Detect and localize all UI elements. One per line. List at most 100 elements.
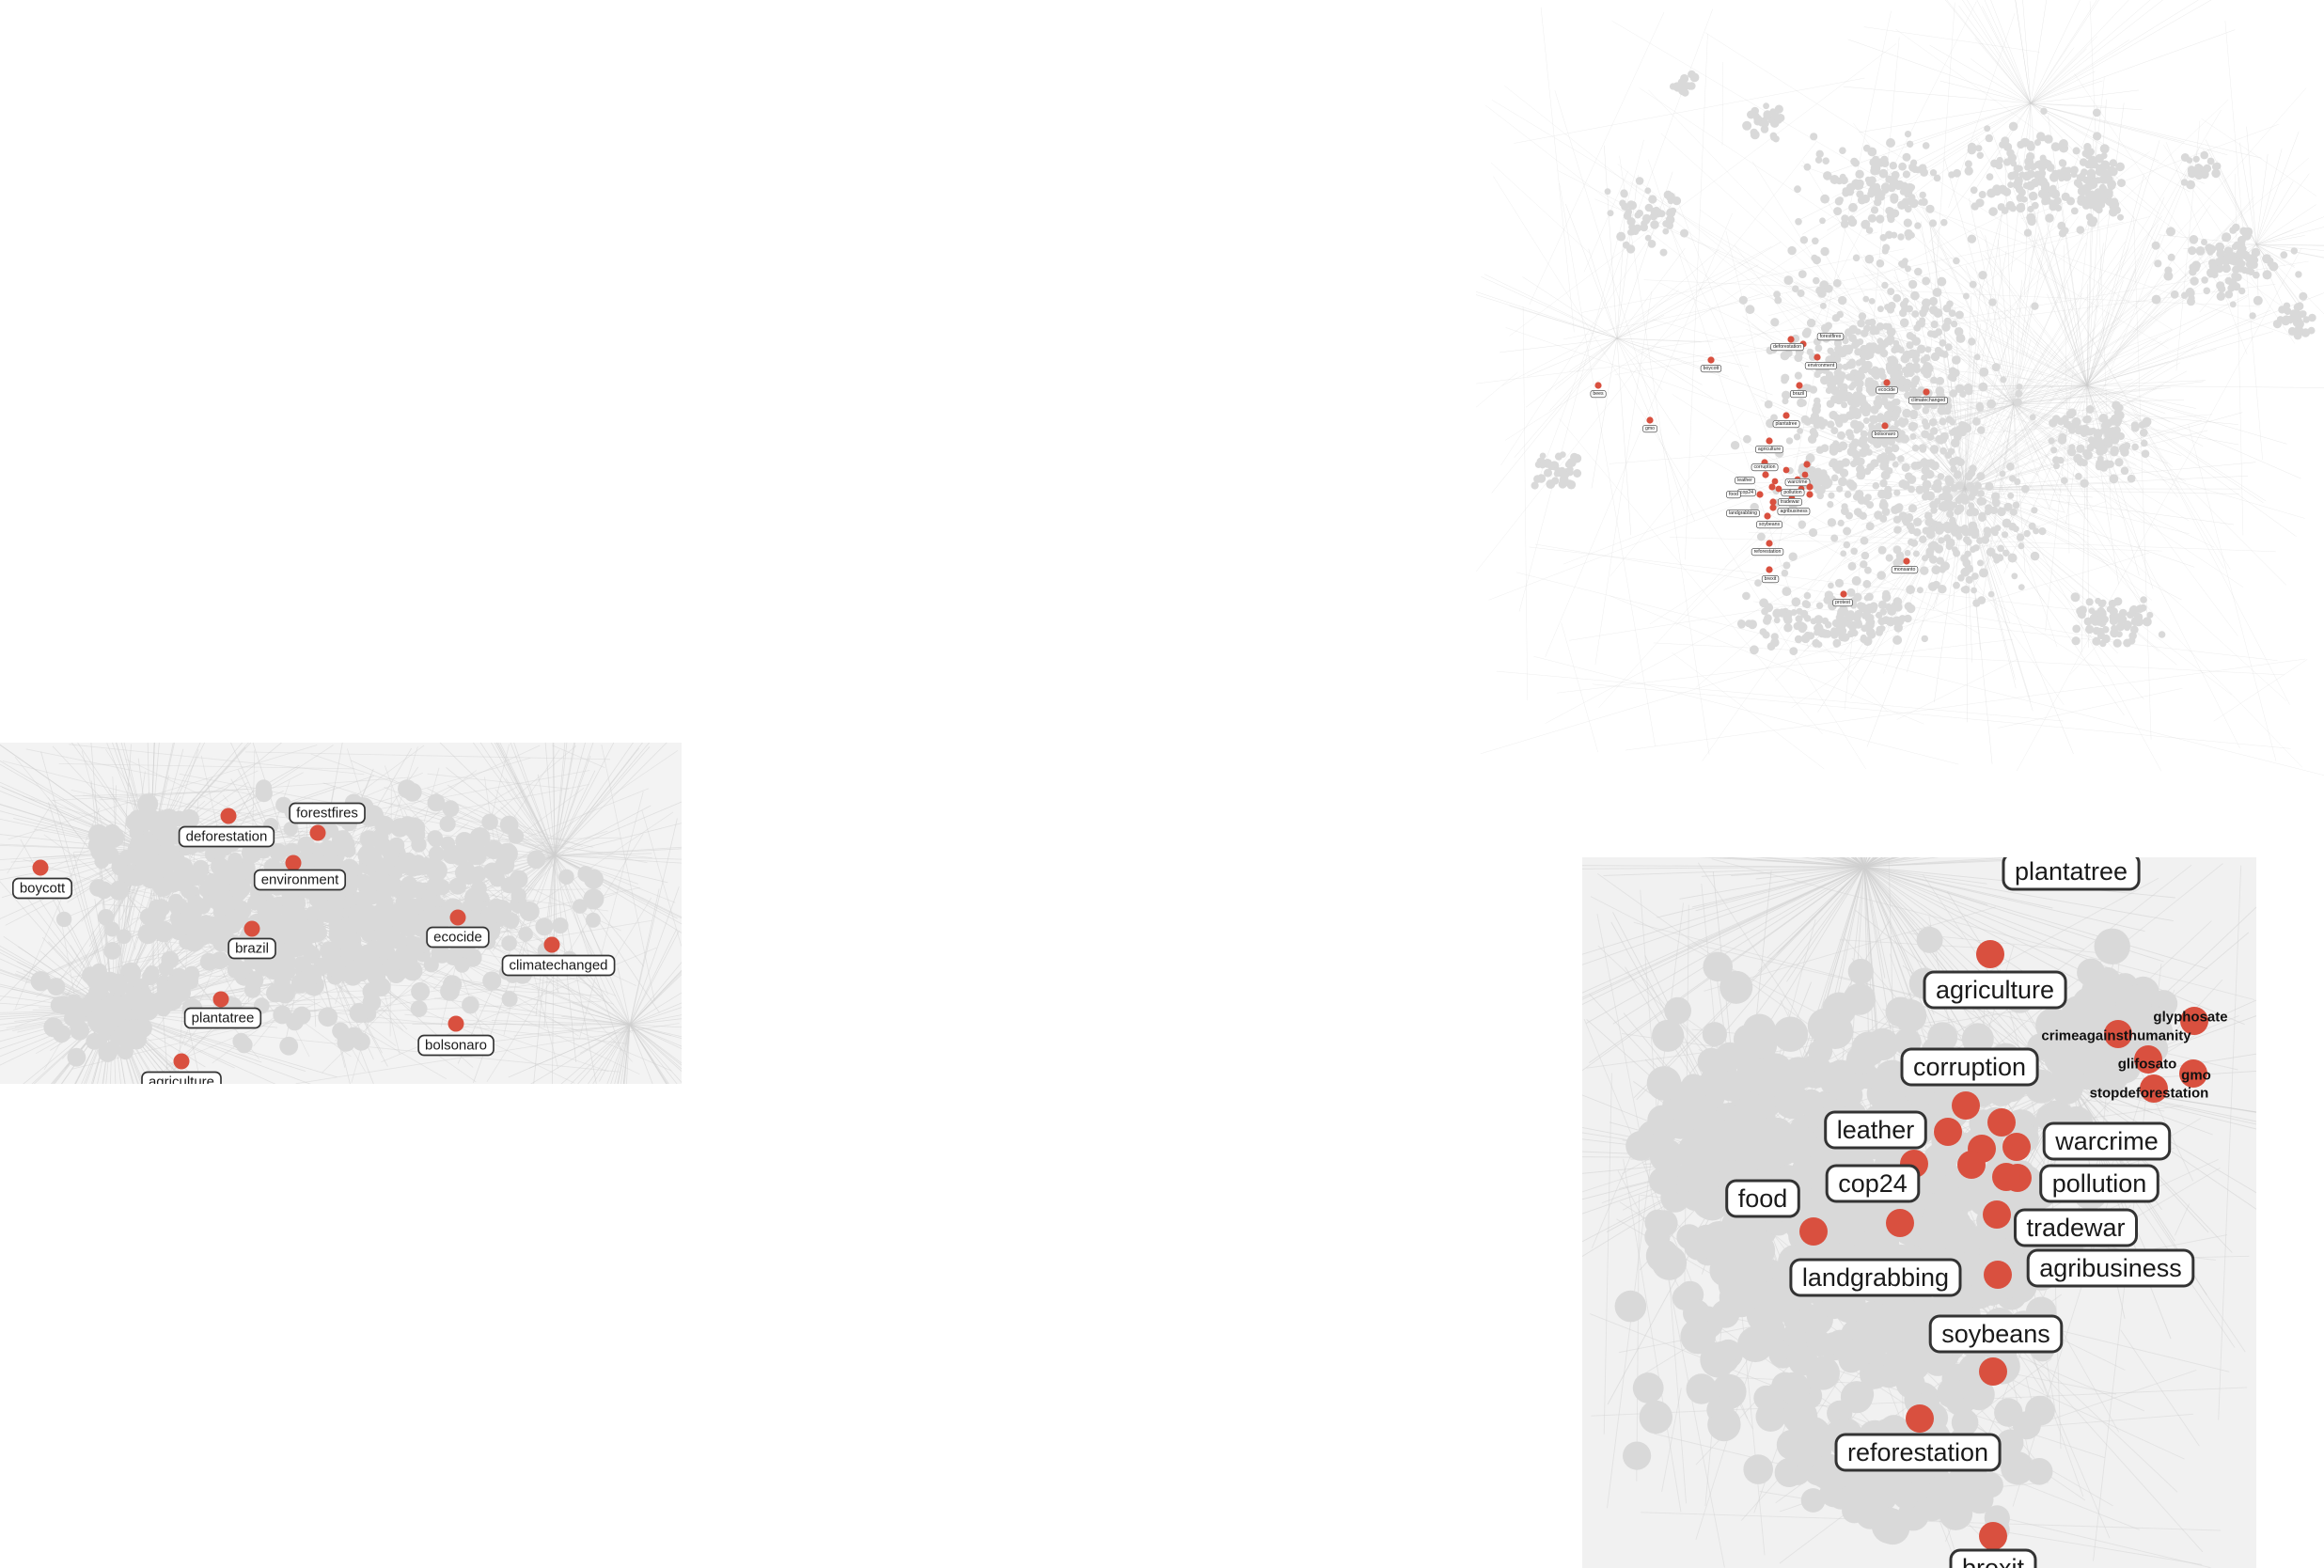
background-node [2115,162,2125,172]
node-label-box [501,954,616,977]
background-node [1794,353,1803,363]
hashtag-node-landgrabbing[interactable]: landgrabbing [1726,498,1777,518]
background-node [2187,297,2195,306]
background-node [1975,145,1983,152]
hashtag-node-plantatree[interactable]: plantatree [183,991,262,1029]
edge [1748,532,2276,553]
hashtag-node-climatechanged[interactable]: climatechanged [1908,388,1948,405]
background-node [1864,566,1872,574]
hashtag-node-brazil[interactable]: brazil [228,920,276,960]
background-node [1840,550,1847,557]
hashtag-node-tradewar[interactable]: tradewar [1778,491,1814,507]
edge [1962,0,2032,104]
edge [2030,102,2206,184]
hashtag-node-gmo[interactable]: gmo [1642,416,1657,433]
edge [1864,267,2088,386]
hashtag-node-reforestation[interactable]: reforestation [1751,540,1784,557]
background-node [1830,427,1839,435]
hashtag-node-leather[interactable]: leather [1735,471,1769,485]
background-node [1680,228,1688,238]
background-node [1928,555,1938,564]
edge [0,949,114,1011]
background-node [1935,525,1944,535]
hashtag-node-ecocide[interactable]: ecocide [426,909,490,949]
background-node [1796,607,1803,615]
background-node [2002,531,2009,539]
highlight-layer: forestfires deforestation boycott environme… [11,802,616,1085]
background-node [1878,455,1885,463]
hashtag-node-plantatree[interactable]: plantatree [1772,412,1800,429]
background-node [1833,338,1843,348]
edge [530,1024,631,1084]
hashtag-node-environment[interactable]: environment [253,855,347,891]
hashtag-node-boycott[interactable]: boycott [11,859,73,900]
edge [1639,87,2008,334]
hashtag-node-brexit[interactable]: brexit [1761,566,1780,584]
background-node [281,943,297,959]
background-node [2070,592,2081,603]
hashtag-node-ecocide[interactable]: ecocide [1876,379,1898,395]
edge [2017,152,2088,386]
edge [629,930,677,1026]
hashtag-node-bees[interactable]: bees [1590,382,1607,399]
hashtag-node-forestfires[interactable]: forestfires [1799,332,1845,348]
background-node [1993,557,2001,564]
edge [1817,857,1865,868]
background-node [2067,447,2077,457]
hashtag-node-boycott[interactable]: boycott [1700,356,1722,373]
edge [1906,488,1966,673]
node-label-text: food [1729,492,1738,497]
hashtag-node-warcrime[interactable]: warcrime [1784,461,1811,487]
background-node [1819,217,1826,225]
hashtag-node-bolsonaro[interactable]: bolsonaro [1871,422,1899,439]
hashtag-node-agribusiness[interactable]: agribusiness [1769,504,1811,516]
background-node [1908,279,1918,290]
background-node [1964,472,1973,481]
background-node [1845,373,1853,381]
background-node [2206,268,2216,278]
edge [2086,384,2196,409]
background-node [1566,479,1577,490]
hashtag-node-protest[interactable]: protest [1832,590,1853,607]
background-node [1841,458,1850,467]
background-node [1924,346,1932,353]
edge [1545,472,2014,724]
background-node [47,978,66,996]
hashtag-node-climatechanged[interactable]: climatechanged [501,936,616,977]
background-node [1908,485,1915,494]
background-node [1929,169,1938,177]
background-node [1783,1125,1818,1160]
background-node [357,888,374,906]
background-node [1798,270,1807,278]
hashtag-node-deforestation[interactable]: deforestation [178,808,275,848]
hashtag-node-agriculture[interactable]: agriculture [141,1053,222,1085]
hashtag-node-monsanto[interactable]: monsanto [1891,557,1919,574]
hashtag-node-corruption[interactable]: corruption [1751,459,1779,472]
edge [2013,401,2086,405]
hashtag-node-brazil[interactable]: brazil [1789,382,1807,399]
background-node [1978,271,1987,280]
edge [2070,1082,2256,1194]
hashtag-node-deforestation[interactable]: deforestation [1770,336,1804,352]
hashtag-node-dot [1769,498,1777,506]
hashtag-node-soybeans[interactable]: soybeans [1756,512,1782,529]
background-node [1531,481,1539,490]
edge [2085,384,2088,509]
background-node [1887,288,1895,296]
background-node [1884,446,1893,455]
hashtag-node-pollution[interactable]: pollution [1781,483,1814,497]
hashtag-node-cop24[interactable]: cop24 [1737,483,1776,497]
background-node [1827,347,1834,354]
hashtag-node-agriculture[interactable]: agriculture [1755,437,1783,454]
background-node [1846,615,1854,622]
hashtag-node-bolsonaro[interactable]: bolsonaro [417,1015,495,1057]
edge [500,807,556,856]
background-node [2231,243,2238,250]
hashtag-node-food[interactable]: food [1726,490,1764,499]
background-node [1978,382,1988,392]
edge [2013,403,2045,471]
background-node [2237,235,2246,244]
hashtag-node-forestfires[interactable]: forestfires [289,802,366,841]
hashtag-node-environment[interactable]: environment [1804,353,1838,370]
